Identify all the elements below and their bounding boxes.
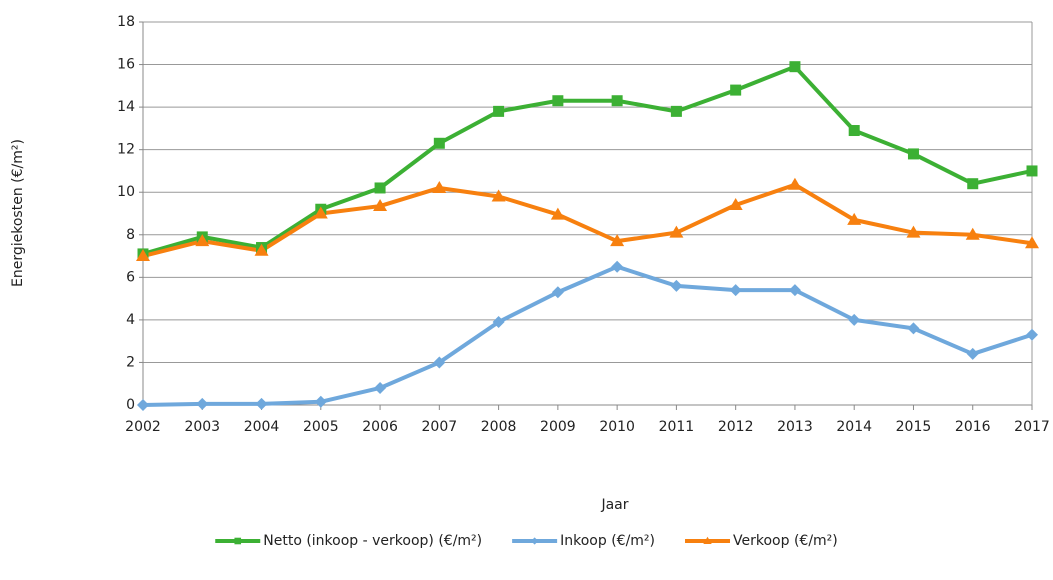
data-point — [1026, 328, 1038, 341]
x-tick-label: 2010 — [599, 419, 635, 435]
data-point — [136, 249, 150, 262]
data-point — [611, 95, 623, 107]
x-tick-label: 2011 — [659, 419, 695, 435]
x-tick-label: 2004 — [244, 419, 280, 435]
y-tick-label: 18 — [117, 14, 135, 30]
x-tick-label: 2002 — [125, 419, 161, 435]
data-point — [314, 395, 327, 408]
data-point — [907, 322, 920, 335]
x-axis-label: Jaar — [600, 497, 628, 513]
legend-label: Netto (inkoop - verkoop) (€/m²) — [263, 533, 482, 549]
data-point — [788, 284, 801, 297]
y-tick-label: 10 — [117, 184, 135, 200]
series-line — [142, 64, 1033, 256]
y-tick-label: 6 — [126, 269, 135, 285]
data-point — [787, 177, 802, 190]
data-point — [432, 180, 447, 193]
data-point — [729, 284, 742, 297]
data-point — [433, 137, 445, 149]
x-tick-label: 2008 — [481, 419, 517, 435]
y-tick-label: 14 — [117, 99, 135, 115]
y-tick-label: 4 — [126, 312, 135, 328]
legend-item: Inkoop (€/m²) — [512, 533, 655, 549]
legend-label: Verkoop (€/m²) — [733, 533, 838, 549]
data-point — [374, 182, 386, 194]
legend-marker — [234, 537, 242, 545]
data-point — [195, 234, 210, 247]
data-point — [611, 260, 624, 273]
y-tick-label: 2 — [126, 354, 135, 370]
legend-marker — [703, 536, 712, 544]
data-point — [967, 178, 979, 190]
data-point — [1026, 165, 1038, 177]
data-point — [847, 212, 862, 225]
data-point — [491, 189, 506, 202]
data-point — [966, 347, 979, 360]
data-point — [965, 227, 980, 240]
y-axis-label: Energiekosten (€/m²) — [10, 139, 26, 287]
legend-marker — [531, 537, 539, 545]
y-tick-label: 16 — [117, 57, 135, 73]
data-point — [373, 199, 388, 212]
x-tick-label: 2005 — [303, 419, 339, 435]
x-tick-label: 2012 — [718, 419, 754, 435]
data-point — [789, 61, 801, 73]
x-tick-label: 2014 — [836, 419, 872, 435]
legend-item: Netto (inkoop - verkoop) (€/m²) — [215, 533, 482, 549]
y-tick-label: 8 — [126, 227, 135, 243]
series-line — [142, 264, 1033, 407]
data-point — [552, 95, 564, 107]
data-point — [1025, 236, 1039, 249]
data-point — [433, 356, 446, 369]
x-tick-label: 2003 — [184, 419, 220, 435]
data-point — [610, 234, 625, 247]
legend-item: Verkoop (€/m²) — [685, 533, 838, 549]
data-point — [196, 397, 209, 410]
x-tick-label: 2017 — [1014, 419, 1050, 435]
data-point — [254, 243, 269, 256]
data-point — [374, 381, 387, 394]
data-point — [313, 206, 328, 219]
data-point — [670, 279, 683, 292]
series-line — [142, 182, 1033, 258]
x-tick-label: 2006 — [362, 419, 398, 435]
data-point — [493, 105, 505, 117]
data-point — [670, 105, 682, 117]
x-tick-label: 2016 — [955, 419, 991, 435]
y-tick-label: 12 — [117, 142, 135, 158]
data-point — [137, 399, 149, 411]
data-point — [730, 84, 742, 96]
data-point — [728, 197, 743, 210]
data-point — [551, 286, 564, 299]
x-tick-label: 2007 — [422, 419, 458, 435]
y-tick-label: 0 — [126, 397, 135, 413]
data-point — [907, 148, 919, 160]
legend-label: Inkoop (€/m²) — [560, 533, 655, 549]
x-tick-label: 2009 — [540, 419, 576, 435]
data-point — [550, 207, 565, 220]
data-point — [255, 397, 268, 410]
data-point — [492, 316, 505, 329]
data-point — [906, 225, 921, 238]
x-tick-label: 2015 — [896, 419, 932, 435]
data-point — [848, 125, 860, 137]
x-tick-label: 2013 — [777, 419, 813, 435]
data-point — [848, 313, 861, 326]
data-point — [669, 225, 684, 238]
